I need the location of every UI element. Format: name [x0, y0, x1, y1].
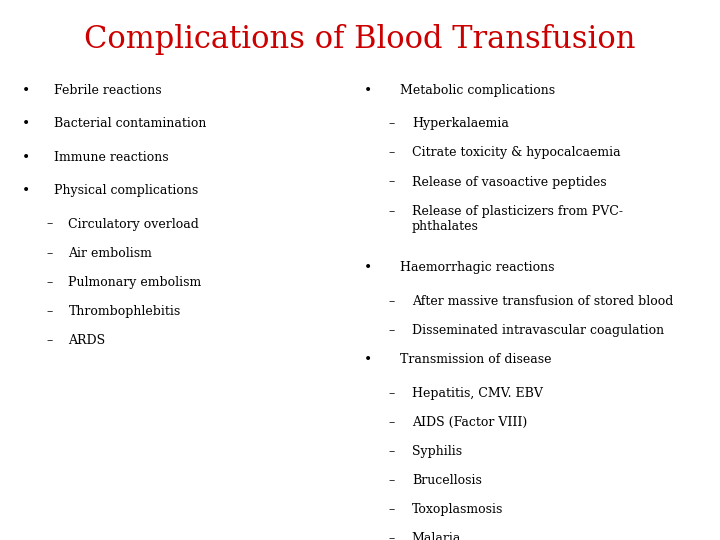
Text: Brucellosis: Brucellosis — [412, 474, 482, 487]
Text: –: – — [47, 334, 53, 347]
Text: –: – — [47, 218, 53, 231]
Text: –: – — [47, 305, 53, 318]
Text: Release of plasticizers from PVC-
phthalates: Release of plasticizers from PVC- phthal… — [412, 205, 623, 233]
Text: Hyperkalaemia: Hyperkalaemia — [412, 117, 509, 130]
Text: Circulatory overload: Circulatory overload — [68, 218, 199, 231]
Text: –: – — [389, 416, 395, 429]
Text: •: • — [364, 84, 372, 98]
Text: –: – — [47, 276, 53, 289]
Text: –: – — [389, 117, 395, 130]
Text: Metabolic complications: Metabolic complications — [400, 84, 554, 97]
Text: Toxoplasmosis: Toxoplasmosis — [412, 503, 503, 516]
Text: Syphilis: Syphilis — [412, 445, 462, 458]
Text: Disseminated intravascular coagulation: Disseminated intravascular coagulation — [412, 324, 664, 337]
Text: Thrombophlebitis: Thrombophlebitis — [68, 305, 181, 318]
Text: •: • — [364, 353, 372, 367]
Text: •: • — [22, 117, 30, 131]
Text: –: – — [389, 205, 395, 218]
Text: –: – — [389, 474, 395, 487]
Text: Hepatitis, CMV. EBV: Hepatitis, CMV. EBV — [412, 387, 543, 400]
Text: •: • — [22, 184, 30, 198]
Text: Release of vasoactive peptides: Release of vasoactive peptides — [412, 176, 606, 188]
Text: –: – — [389, 176, 395, 188]
Text: •: • — [22, 84, 30, 98]
Text: –: – — [389, 532, 395, 540]
Text: Bacterial contamination: Bacterial contamination — [54, 117, 207, 130]
Text: Pulmonary embolism: Pulmonary embolism — [68, 276, 202, 289]
Text: –: – — [389, 324, 395, 337]
Text: ARDS: ARDS — [68, 334, 106, 347]
Text: Air embolism: Air embolism — [68, 247, 152, 260]
Text: Immune reactions: Immune reactions — [54, 151, 168, 164]
Text: –: – — [389, 146, 395, 159]
Text: –: – — [47, 247, 53, 260]
Text: •: • — [22, 151, 30, 165]
Text: Physical complications: Physical complications — [54, 184, 198, 197]
Text: Complications of Blood Transfusion: Complications of Blood Transfusion — [84, 24, 636, 55]
Text: Haemorrhagic reactions: Haemorrhagic reactions — [400, 261, 554, 274]
Text: –: – — [389, 503, 395, 516]
Text: Transmission of disease: Transmission of disease — [400, 353, 551, 366]
Text: After massive transfusion of stored blood: After massive transfusion of stored bloo… — [412, 295, 673, 308]
Text: –: – — [389, 295, 395, 308]
Text: Citrate toxicity & hypocalcaemia: Citrate toxicity & hypocalcaemia — [412, 146, 621, 159]
Text: Malaria: Malaria — [412, 532, 462, 540]
Text: •: • — [364, 261, 372, 275]
Text: –: – — [389, 445, 395, 458]
Text: AIDS (Factor VIII): AIDS (Factor VIII) — [412, 416, 527, 429]
Text: –: – — [389, 387, 395, 400]
Text: Febrile reactions: Febrile reactions — [54, 84, 161, 97]
